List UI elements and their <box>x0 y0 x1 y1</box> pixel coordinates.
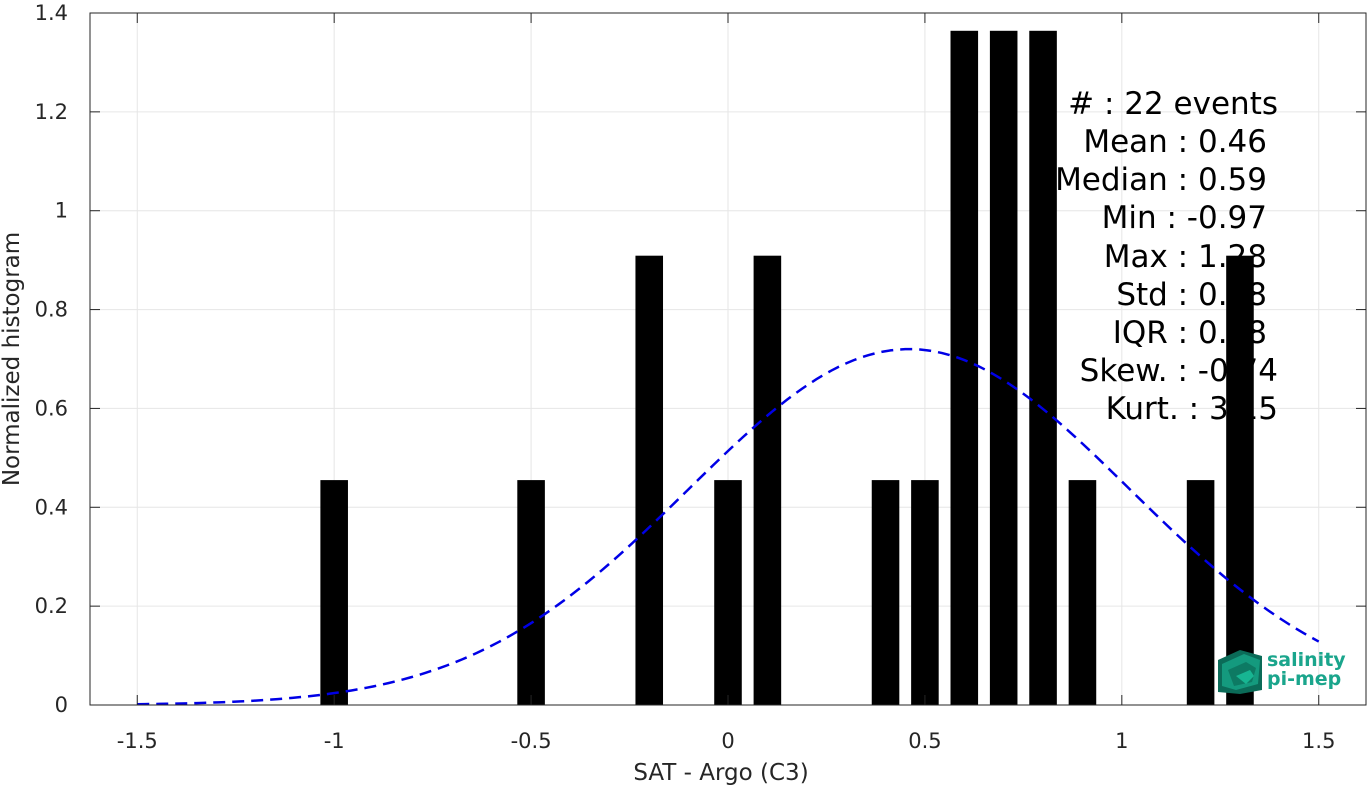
stats-line-std: Std : 0.58 <box>1116 277 1267 313</box>
histogram-bar-3 <box>714 480 742 705</box>
tick-marks <box>90 12 1366 706</box>
x-tick-label-0: -1.5 <box>117 729 158 753</box>
y-axis-label: Normalized histogram <box>0 232 25 486</box>
histogram-bar-10 <box>1068 480 1097 705</box>
stats-line-iqr: IQR : 0.68 <box>1113 315 1267 351</box>
stats-line-max: Max : 1.28 <box>1104 239 1267 275</box>
x-tick-label-4: 0.5 <box>908 729 941 753</box>
stats-line-count: # : 22 events <box>1068 86 1278 122</box>
salinity-pimep-logo: salinity pi-mep <box>1218 649 1346 694</box>
x-axis-label: SAT - Argo (C3) <box>633 760 808 786</box>
logo-line-1: salinity <box>1267 649 1346 671</box>
x-tick-label-2: -0.5 <box>511 729 552 753</box>
y-tick-label-4: 0.8 <box>35 298 68 322</box>
stats-annotation: # : 22 events Mean : 0.46 Median : 0.59 … <box>1055 86 1278 427</box>
histogram-bar-12 <box>1226 255 1254 706</box>
y-tick-label-6: 1.2 <box>35 100 68 124</box>
y-tick-label-0: 0 <box>55 693 68 717</box>
stats-line-skew: Skew. : -0.74 <box>1080 353 1278 389</box>
x-tick-label-6: 1.5 <box>1302 729 1335 753</box>
histogram-bar-0 <box>320 480 348 705</box>
logo-line-2: pi-mep <box>1267 668 1341 690</box>
stats-line-median: Median : 0.59 <box>1055 162 1267 198</box>
x-tick-labels: -1.5 -1 -0.5 0 0.5 1 1.5 <box>117 729 1336 753</box>
histogram-bar-9 <box>1029 30 1057 705</box>
x-tick-label-1: -1 <box>324 729 345 753</box>
stats-line-kurt: Kurt. : 3.15 <box>1106 391 1278 427</box>
histogram-bar-8 <box>989 30 1018 705</box>
y-tick-labels: 0 0.2 0.4 0.6 0.8 1 1.2 1.4 <box>35 1 68 717</box>
bars <box>320 30 1254 706</box>
histogram-bar-7 <box>950 30 979 705</box>
stats-line-mean: Mean : 0.46 <box>1083 124 1267 160</box>
histogram-bar-1 <box>517 480 545 705</box>
y-tick-label-1: 0.2 <box>35 594 68 618</box>
y-tick-label-3: 0.6 <box>35 396 68 420</box>
y-tick-label-5: 1 <box>55 199 68 223</box>
x-tick-label-5: 1 <box>1115 729 1128 753</box>
histogram-bar-11 <box>1186 480 1215 705</box>
y-tick-label-2: 0.4 <box>35 495 68 519</box>
histogram-bar-2 <box>635 255 664 706</box>
y-tick-label-7: 1.4 <box>35 1 68 25</box>
wave-logo-icon <box>1218 650 1262 694</box>
histogram-bar-6 <box>911 480 939 705</box>
stats-line-min: Min : -0.97 <box>1102 200 1267 236</box>
x-tick-label-3: 0 <box>721 729 734 753</box>
histogram-bar-5 <box>871 480 900 705</box>
fit-curve <box>137 347 1320 706</box>
histogram-bar-4 <box>753 255 782 706</box>
